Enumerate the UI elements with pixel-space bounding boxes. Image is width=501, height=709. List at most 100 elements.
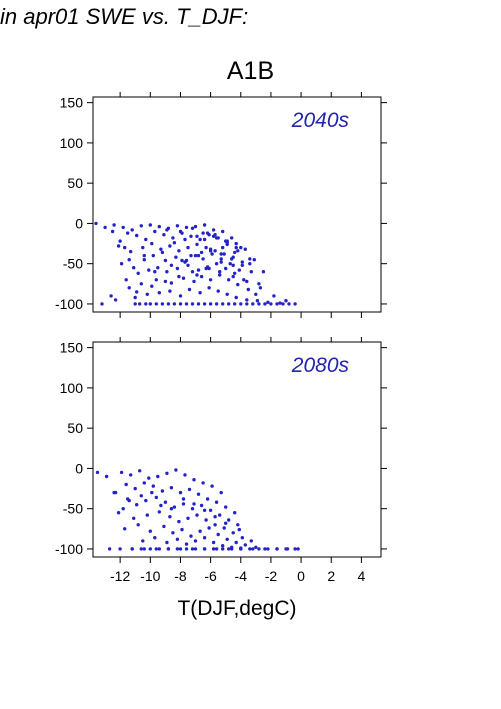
data-point bbox=[199, 274, 204, 279]
scenario-title: A1B bbox=[226, 57, 275, 85]
data-point bbox=[245, 298, 249, 302]
data-point bbox=[219, 257, 223, 261]
data-point bbox=[219, 252, 223, 256]
data-point bbox=[248, 262, 252, 266]
data-point bbox=[184, 542, 189, 546]
data-point bbox=[151, 484, 155, 488]
data-point bbox=[135, 503, 139, 507]
data-point bbox=[153, 270, 157, 274]
data-point bbox=[178, 229, 183, 234]
data-point bbox=[144, 498, 148, 503]
data-point bbox=[169, 263, 174, 267]
data-point bbox=[103, 225, 107, 230]
data-point bbox=[148, 529, 152, 533]
x-tick-label: -6 bbox=[204, 568, 217, 584]
data-point bbox=[239, 547, 243, 551]
data-point bbox=[163, 279, 168, 284]
data-point bbox=[175, 224, 180, 228]
data-point bbox=[104, 474, 109, 479]
data-point bbox=[207, 266, 211, 271]
data-point bbox=[150, 490, 154, 495]
data-point bbox=[95, 470, 100, 475]
data-point bbox=[218, 513, 222, 517]
data-point bbox=[214, 236, 219, 240]
data-point bbox=[124, 278, 128, 282]
data-point bbox=[190, 270, 195, 274]
data-point bbox=[133, 295, 137, 300]
data-point bbox=[135, 290, 139, 294]
x-tick-label: -4 bbox=[235, 568, 248, 584]
data-point bbox=[154, 495, 158, 500]
data-point bbox=[202, 508, 207, 512]
data-point bbox=[224, 266, 228, 271]
data-point bbox=[293, 302, 297, 306]
data-point bbox=[142, 481, 146, 485]
data-point bbox=[214, 302, 219, 306]
y-tick-label: 100 bbox=[60, 380, 84, 396]
data-point bbox=[240, 260, 244, 264]
data-point bbox=[136, 523, 140, 527]
data-point bbox=[204, 266, 208, 271]
data-point bbox=[175, 547, 180, 551]
data-point bbox=[157, 291, 161, 295]
data-point bbox=[218, 273, 222, 277]
data-point bbox=[219, 490, 223, 495]
data-point bbox=[142, 547, 146, 551]
data-point bbox=[141, 539, 145, 543]
data-point bbox=[221, 544, 225, 548]
data-point bbox=[180, 258, 184, 263]
data-point bbox=[190, 547, 195, 551]
x-tick-label: -10 bbox=[140, 568, 160, 584]
data-point bbox=[208, 249, 213, 253]
data-point bbox=[193, 547, 198, 551]
data-point bbox=[222, 252, 226, 256]
data-point bbox=[154, 302, 158, 306]
data-point bbox=[116, 511, 121, 515]
data-point bbox=[175, 266, 180, 271]
data-point bbox=[231, 531, 235, 535]
data-point bbox=[148, 547, 152, 551]
data-point bbox=[186, 245, 190, 250]
data-point bbox=[236, 282, 240, 287]
y-tick-label: 100 bbox=[60, 135, 84, 151]
x-tick-label: -12 bbox=[110, 568, 130, 584]
data-point bbox=[175, 537, 180, 541]
page-header: in apr01 SWE vs. T_DJF: bbox=[0, 4, 249, 29]
data-point bbox=[261, 270, 266, 274]
y-tick-label: 150 bbox=[60, 340, 84, 356]
data-point bbox=[139, 224, 143, 228]
data-point bbox=[148, 223, 152, 227]
data-point bbox=[233, 250, 237, 255]
data-point bbox=[272, 294, 276, 298]
data-point bbox=[166, 302, 171, 306]
x-axis-label: T(DJF,degC) bbox=[177, 597, 296, 620]
data-point bbox=[159, 247, 163, 251]
x-tick-label: 4 bbox=[357, 568, 365, 584]
data-point bbox=[133, 486, 137, 491]
data-point bbox=[227, 302, 231, 306]
data-point bbox=[171, 531, 175, 535]
data-point bbox=[245, 279, 249, 284]
data-point bbox=[195, 513, 199, 517]
data-point bbox=[239, 245, 243, 250]
data-point bbox=[296, 547, 300, 551]
data-point bbox=[196, 492, 201, 496]
data-point bbox=[150, 284, 154, 288]
data-point bbox=[157, 510, 161, 514]
data-point bbox=[205, 497, 210, 501]
data-point bbox=[234, 245, 238, 250]
data-point bbox=[198, 291, 202, 295]
data-point bbox=[234, 241, 238, 246]
data-point bbox=[129, 249, 133, 254]
data-point bbox=[201, 257, 205, 261]
data-point bbox=[184, 547, 189, 551]
data-point bbox=[228, 262, 232, 266]
data-point bbox=[169, 507, 174, 511]
data-point bbox=[201, 231, 205, 235]
data-point bbox=[263, 302, 267, 306]
data-point bbox=[275, 547, 279, 551]
data-point bbox=[132, 266, 136, 270]
data-point bbox=[196, 268, 201, 272]
data-point bbox=[195, 242, 199, 247]
